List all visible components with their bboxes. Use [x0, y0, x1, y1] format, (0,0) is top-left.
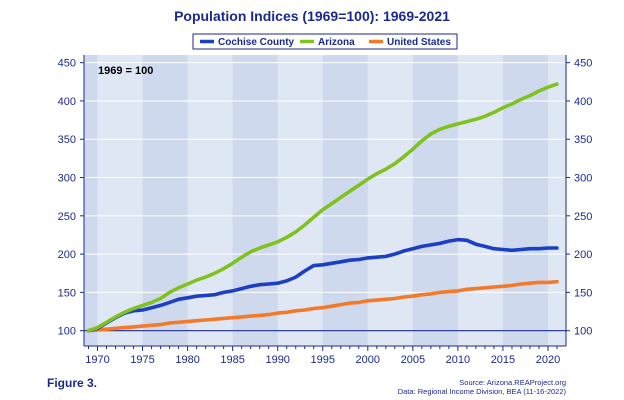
y-tick-label: 400 [574, 96, 592, 108]
x-tick-label: 1980 [175, 354, 199, 366]
series-line-arizona [86, 82, 559, 333]
series-line-cochise-county [86, 237, 559, 333]
data-credit-line: Data: Regional Income Division, BEA (11-… [397, 387, 566, 396]
grid-band [187, 55, 233, 346]
x-tick-label: 2005 [401, 354, 425, 366]
x-tick-label: 1985 [220, 354, 244, 366]
y-tick-label: 200 [58, 249, 76, 261]
plot-background [84, 55, 566, 346]
x-tick-label: 1995 [311, 354, 335, 366]
x-axis: 1970 1975 1980 1985 1990 1995 2000 2005 2010 2015… [85, 346, 560, 366]
x-tick-label: 2015 [491, 354, 515, 366]
legend: Cochise County Arizona United States [192, 33, 458, 50]
y-tick-label: 350 [58, 134, 76, 146]
grid-lines [83, 55, 567, 347]
y-tick-label: 100 [574, 326, 592, 338]
y-tick-label: 150 [58, 287, 76, 299]
chart-title: Population Indices (1969=100): 1969-2021 [174, 8, 450, 24]
x-tick-label: 2020 [536, 354, 560, 366]
x-tick-label: 1990 [265, 354, 289, 366]
source-line: Source: Arizona.REAProject.org [459, 378, 566, 387]
y-tick-label: 100 [58, 326, 76, 338]
legend-label: Arizona [318, 37, 355, 48]
legend-label: United States [387, 37, 451, 48]
y-tick-label: 250 [574, 211, 592, 223]
legend-box [192, 33, 458, 50]
y-tick-label: 350 [574, 134, 592, 146]
grid-band [277, 55, 323, 346]
x-tick-label: 2000 [356, 354, 380, 366]
figure-label: Figure 3. [47, 376, 98, 390]
y-tick-label: 250 [58, 211, 76, 223]
legend-label: Cochise County [218, 37, 295, 48]
y-tick-label: 150 [574, 287, 592, 299]
source-note: Source: Arizona.REAProject.org Data: Reg… [398, 378, 566, 396]
series-line-united-states [86, 279, 559, 333]
y-tick-label: 300 [58, 173, 76, 185]
x-tick-label: 1975 [130, 354, 154, 366]
grid-band [547, 55, 566, 346]
grid-band [457, 55, 503, 346]
y-axis-right: 100 150 200 250 300 350 400 450 [566, 58, 592, 338]
y-tick-label: 450 [574, 58, 592, 70]
x-tick-label: 1970 [85, 354, 109, 366]
x-tick-label: 2010 [446, 354, 470, 366]
series-lines [86, 82, 559, 333]
y-tick-label: 300 [574, 173, 592, 185]
chart-annotation: 1969 = 100 [98, 65, 153, 77]
grid-band [97, 55, 143, 346]
y-tick-label: 200 [574, 249, 592, 261]
y-tick-label: 450 [58, 58, 76, 70]
y-tick-label: 400 [58, 96, 76, 108]
grid-band [367, 55, 413, 346]
y-axis-left: 100 150 200 250 300 350 400 450 [58, 58, 84, 338]
